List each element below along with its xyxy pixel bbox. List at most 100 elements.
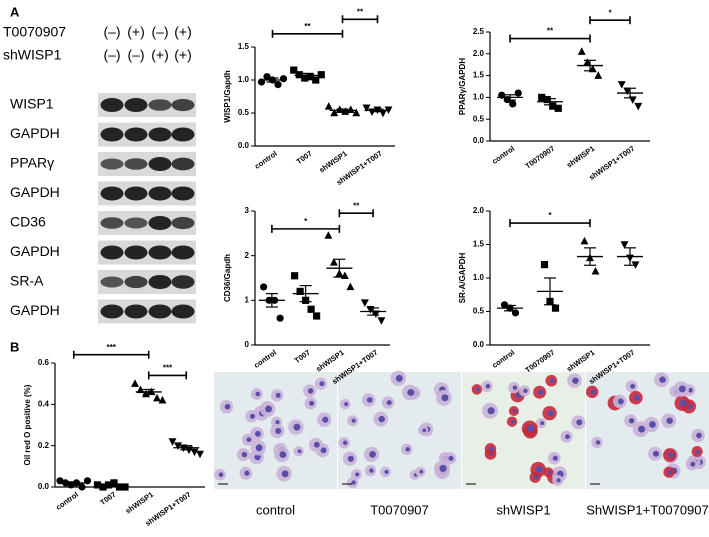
- nucleus: [485, 383, 491, 389]
- error-bar: [367, 307, 380, 316]
- error-bar: [584, 247, 596, 266]
- nucleus: [659, 376, 666, 383]
- treatment-sign: (–): [103, 47, 120, 63]
- nucleus: [489, 446, 494, 452]
- data-point: [306, 73, 314, 81]
- significance-label: *: [548, 211, 552, 220]
- nucleus: [366, 397, 373, 403]
- nucleus: [590, 389, 596, 395]
- nucleus: [439, 464, 447, 473]
- blot-band: [171, 216, 195, 230]
- x-tick-label: control: [490, 348, 516, 370]
- y-axis-title: WISP1/Gapdh: [223, 70, 232, 123]
- data-point: [136, 385, 145, 394]
- nucleus: [351, 480, 356, 485]
- significance-bracket: [341, 15, 379, 24]
- treatment-sign: (+): [127, 24, 145, 40]
- data-point: [121, 483, 129, 491]
- nucleus: [419, 469, 424, 474]
- significance-bracket: [72, 350, 150, 359]
- data-point: [346, 282, 355, 291]
- blot-band: [171, 186, 195, 201]
- error-bar: [333, 258, 346, 278]
- blot-band: [171, 127, 195, 142]
- data-point: [301, 74, 309, 82]
- significance-label: *: [608, 8, 612, 17]
- data-point: [360, 299, 369, 307]
- significance-label: **: [353, 201, 360, 210]
- data-point: [594, 71, 603, 79]
- y-tick-label: 0.0: [238, 141, 250, 150]
- nucleus: [556, 478, 561, 483]
- y-tick-label: 0.5: [473, 114, 485, 123]
- y-tick-label: 1.0: [473, 93, 485, 102]
- error-bar: [624, 87, 636, 99]
- significance-label: ***: [163, 364, 173, 373]
- nucleus: [275, 420, 280, 425]
- nucleus: [511, 419, 515, 424]
- micrograph-caption: shWISP1: [496, 502, 550, 517]
- treatment-sign: (+): [151, 47, 169, 63]
- nucleus: [369, 468, 374, 473]
- blot-row-label: GAPDH: [10, 302, 60, 318]
- data-point: [330, 108, 339, 117]
- x-tick-label: shWISP1: [314, 348, 345, 374]
- blot-row-label: WISP1: [10, 96, 54, 112]
- treatment-sign: (+): [174, 47, 192, 63]
- micrograph-caption: T0070907: [370, 502, 429, 517]
- data-point: [634, 102, 643, 111]
- data-point: [78, 483, 86, 491]
- error-bar: [624, 247, 636, 266]
- data-point: [158, 395, 167, 404]
- y-tick-label: 1.5: [473, 71, 485, 80]
- data-point: [110, 479, 118, 487]
- data-point: [131, 379, 139, 387]
- nucleus: [534, 475, 539, 480]
- x-tick-label: T007: [293, 348, 312, 365]
- blot-band: [124, 304, 148, 319]
- x-tick-label: T007: [295, 149, 314, 166]
- nucleus: [309, 400, 315, 406]
- blot-band: [148, 216, 172, 230]
- significance-label: **: [304, 22, 311, 31]
- blot-band: [171, 98, 195, 112]
- blot-band: [148, 186, 172, 201]
- data-point: [346, 105, 355, 113]
- nucleus: [407, 389, 415, 396]
- data-point: [554, 104, 562, 112]
- y-tick-label: 1: [245, 295, 250, 304]
- error-bar: [584, 59, 596, 72]
- nucleus: [633, 394, 640, 401]
- nucleus: [550, 378, 555, 384]
- data-point: [142, 389, 150, 398]
- nucleus: [527, 424, 535, 433]
- nucleus: [628, 418, 635, 424]
- data-point: [580, 236, 589, 245]
- nucleus: [279, 451, 287, 458]
- nucleus: [344, 402, 349, 407]
- nucleus: [617, 398, 624, 405]
- nucleus: [422, 428, 427, 433]
- data-point: [377, 317, 386, 325]
- nucleus: [246, 437, 252, 443]
- data-point: [274, 81, 282, 89]
- x-tick-label: shWISP1: [124, 490, 155, 516]
- nucleus: [293, 423, 301, 431]
- blot-band: [124, 127, 148, 142]
- nucleus: [649, 421, 656, 428]
- blot-row-label: GAPDH: [10, 184, 60, 200]
- x-tick-label: control: [490, 144, 516, 166]
- nucleus: [696, 449, 701, 454]
- panel-label: B: [10, 339, 19, 354]
- treatment-label: T0070907: [3, 24, 66, 40]
- blot-band: [148, 127, 172, 142]
- treatment-sign: (–): [103, 24, 120, 40]
- blot-band: [148, 99, 172, 111]
- y-tick-label: 2.0: [473, 206, 485, 215]
- data-point: [153, 393, 161, 402]
- nucleus: [297, 449, 302, 454]
- nucleus: [487, 407, 495, 415]
- nucleus: [313, 441, 320, 448]
- data-point: [168, 438, 177, 446]
- nucleus: [572, 377, 579, 384]
